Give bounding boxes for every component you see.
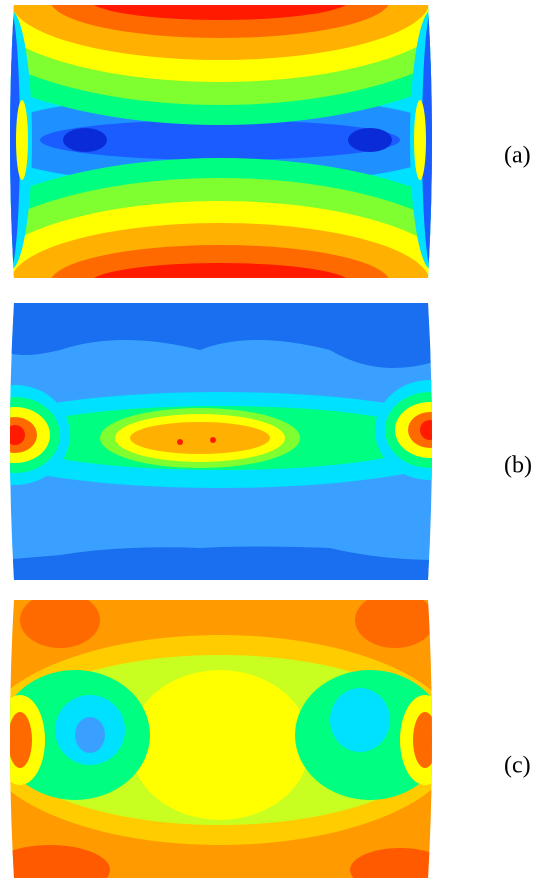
panel-label: (c) (504, 753, 531, 779)
panel-label: (a) (504, 143, 531, 169)
contour-plot-a (10, 5, 432, 278)
contour-plot-c (10, 600, 432, 878)
panel-label: (b) (504, 453, 532, 479)
contour-plot-b (10, 303, 432, 580)
